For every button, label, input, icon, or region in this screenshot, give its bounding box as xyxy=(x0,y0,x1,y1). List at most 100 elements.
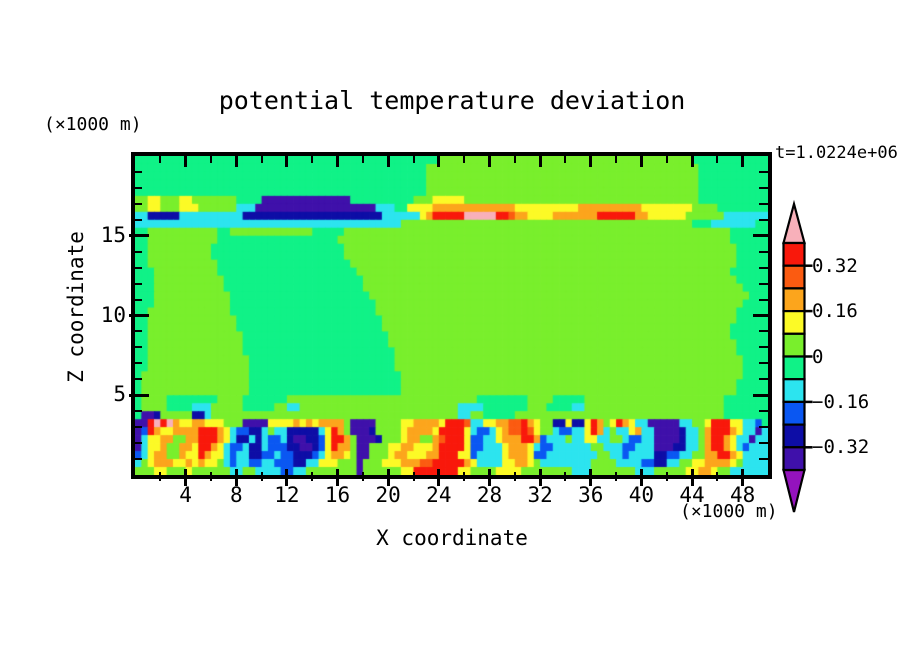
y-minor-tick xyxy=(131,378,142,381)
y-minor-tick-right xyxy=(759,442,768,445)
x-minor-tick-top xyxy=(209,156,212,163)
colorbar-segment xyxy=(782,355,806,381)
x-minor-tick-top xyxy=(361,156,364,163)
colorbar-above-max-arrow xyxy=(782,199,806,245)
colorbar-tick-label: −0.32 xyxy=(812,436,870,459)
y-minor-tick-right xyxy=(759,410,768,413)
x-tick-label: 28 xyxy=(476,483,503,507)
x-axis-unit-label: (×1000 m) xyxy=(680,501,778,522)
x-tick-label: 8 xyxy=(229,483,243,507)
y-minor-tick xyxy=(131,266,142,269)
y-minor-tick xyxy=(131,170,142,173)
x-minor-tick-top xyxy=(716,156,719,163)
colorbar-tick-label: 0.16 xyxy=(812,300,858,323)
y-major-tick-right xyxy=(753,234,768,238)
y-minor-tick-right xyxy=(759,266,768,269)
x-tick-label: 12 xyxy=(274,483,300,507)
colorbar-below-min-arrow xyxy=(782,468,806,513)
x-minor-tick-top xyxy=(311,156,314,163)
y-major-tick xyxy=(129,393,149,397)
x-minor-tick-top xyxy=(564,156,567,163)
colorbar-segment xyxy=(782,446,806,472)
y-minor-tick xyxy=(131,186,142,189)
x-major-tick-top xyxy=(184,156,188,167)
colorbar-segment xyxy=(782,241,806,267)
y-minor-tick xyxy=(131,282,142,285)
colorbar-segment xyxy=(782,423,806,449)
y-minor-tick-right xyxy=(759,458,768,461)
x-major-tick-top xyxy=(690,156,694,167)
y-minor-tick xyxy=(131,442,142,445)
y-minor-tick-right xyxy=(759,330,768,333)
colorbar xyxy=(778,198,904,524)
y-major-tick xyxy=(129,234,149,238)
y-minor-tick xyxy=(131,298,142,301)
x-major-tick-top xyxy=(639,156,643,167)
x-minor-tick-top xyxy=(463,156,466,163)
x-major-tick-top xyxy=(285,156,289,167)
colorbar-segment xyxy=(782,287,806,313)
colorbar-segment xyxy=(782,332,806,358)
x-major-tick-top xyxy=(741,156,745,167)
plot-frame xyxy=(131,152,772,479)
y-minor-tick xyxy=(131,330,142,333)
y-minor-tick-right xyxy=(759,186,768,189)
y-tick-label: 15 xyxy=(100,222,126,247)
x-minor-tick-top xyxy=(615,156,618,163)
heatmap-canvas xyxy=(135,156,768,475)
y-minor-tick-right xyxy=(759,346,768,349)
y-minor-tick-right xyxy=(759,218,768,221)
y-minor-tick-right xyxy=(759,282,768,285)
x-axis-title: X coordinate xyxy=(376,526,528,550)
y-minor-tick xyxy=(131,362,142,365)
x-minor-tick-top xyxy=(665,156,668,163)
colorbar-segment xyxy=(782,309,806,335)
y-minor-tick-right xyxy=(759,298,768,301)
y-minor-tick-right xyxy=(759,378,768,381)
x-minor-tick-top xyxy=(412,156,415,163)
y-minor-tick xyxy=(131,250,142,253)
y-minor-tick xyxy=(131,218,142,221)
y-minor-tick-right xyxy=(759,202,768,205)
colorbar-tick-label: −0.16 xyxy=(812,390,870,413)
x-tick-label: 48 xyxy=(730,483,756,507)
colorbar-tick-label: 0.32 xyxy=(812,254,858,277)
colorbar-segment xyxy=(782,378,806,403)
x-tick-label: 24 xyxy=(426,483,452,507)
x-tick-label: 16 xyxy=(324,483,351,507)
x-tick-label: 20 xyxy=(375,483,401,507)
y-minor-tick-right xyxy=(759,362,768,365)
x-minor-tick-top xyxy=(260,156,263,163)
y-minor-tick xyxy=(131,426,142,429)
x-major-tick-top xyxy=(589,156,593,167)
y-tick-label: 5 xyxy=(113,382,126,407)
y-minor-tick-right xyxy=(759,170,768,173)
y-major-tick-right xyxy=(753,393,768,397)
time-label: t=1.0224e+06 xyxy=(775,143,898,163)
x-tick-label: 32 xyxy=(527,483,553,507)
colorbar-segment xyxy=(782,264,806,290)
x-major-tick-top xyxy=(538,156,542,167)
y-tick-label: 10 xyxy=(100,302,126,327)
x-major-tick-top xyxy=(487,156,491,167)
y-minor-tick-right xyxy=(759,250,768,253)
y-major-tick-right xyxy=(753,314,768,317)
y-axis-unit-label: (×1000 m) xyxy=(44,114,142,135)
y-minor-tick xyxy=(131,346,142,349)
plot-title: potential temperature deviation xyxy=(218,86,686,115)
x-tick-label: 44 xyxy=(679,483,705,507)
y-minor-tick-right xyxy=(759,426,768,429)
y-minor-tick xyxy=(131,410,142,413)
x-major-tick-top xyxy=(437,156,441,167)
y-minor-tick xyxy=(131,202,142,205)
x-tick-label: 36 xyxy=(578,483,604,507)
x-major-tick-top xyxy=(386,156,390,167)
y-major-tick xyxy=(129,314,149,317)
y-minor-tick xyxy=(131,458,142,461)
x-minor-tick-top xyxy=(513,156,516,163)
x-major-tick-top xyxy=(336,156,340,167)
x-tick-label: 40 xyxy=(628,483,655,507)
colorbar-tick-label: 0 xyxy=(812,345,824,368)
x-tick-label: 4 xyxy=(179,483,192,507)
